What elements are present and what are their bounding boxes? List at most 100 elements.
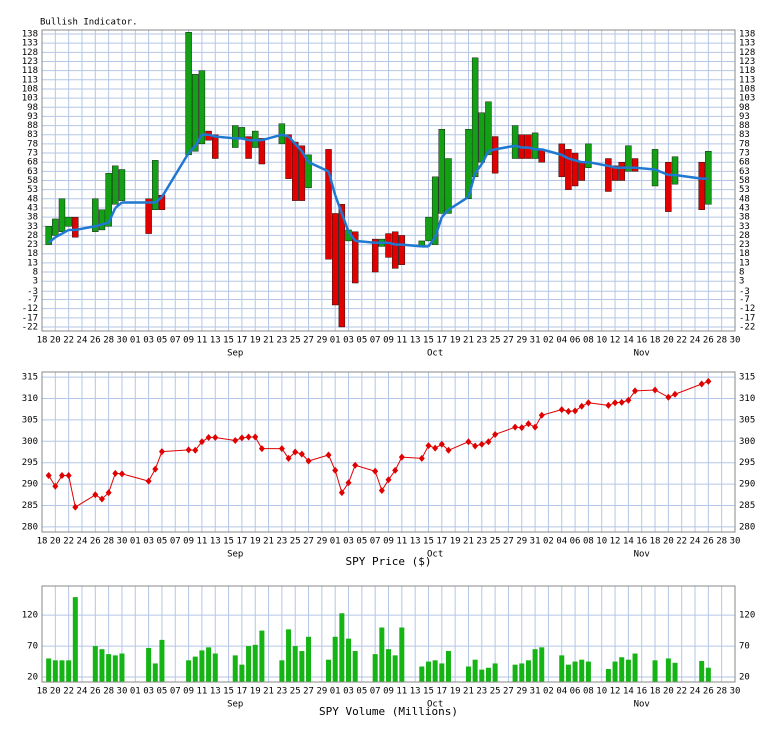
x-tick-label: 09	[183, 687, 194, 697]
plot-border	[41, 29, 736, 332]
candle-body	[531, 132, 539, 159]
candle-body	[65, 216, 72, 227]
y-tick-label-right: 3	[739, 277, 744, 287]
y-tick-label-right: -3	[739, 287, 750, 297]
y-tick-label: 108	[22, 84, 38, 94]
bar	[52, 660, 58, 682]
line-segment	[114, 201, 123, 209]
y-tick-label: 290	[22, 480, 38, 490]
line-segment	[394, 456, 403, 471]
x-tick-label: 03	[343, 537, 354, 547]
x-tick-label: 15	[223, 537, 234, 547]
candle-body	[431, 176, 439, 245]
y-tick-label: 33	[27, 222, 38, 232]
x-tick-label: 09	[183, 336, 194, 346]
y-tick-label: 83	[27, 130, 38, 140]
bar	[119, 653, 125, 682]
x-tick-label: 17	[436, 537, 447, 547]
x-tick-label: 01	[130, 687, 141, 697]
line-segment	[433, 216, 443, 238]
line-segment	[101, 221, 109, 226]
line-segment	[300, 150, 310, 163]
y-tick-label-right: -22	[739, 322, 755, 332]
x-tick-label: 25	[290, 336, 301, 346]
point	[345, 479, 352, 487]
x-tick-label: 23	[276, 537, 287, 547]
x-tick-label: 07	[170, 537, 181, 547]
x-tick-label: 07	[170, 336, 181, 346]
y-tick-label: 93	[27, 112, 38, 122]
x-tick-label: 12	[610, 537, 621, 547]
y-tick-label-right: 63	[739, 167, 750, 177]
x-tick-label: 14	[623, 336, 634, 346]
month-label: Sep	[227, 700, 243, 710]
y-tick-label: -7	[27, 295, 38, 305]
y-tick-label: 138	[22, 30, 38, 40]
x-tick-label: 01	[330, 537, 341, 547]
x-tick-label: 27	[303, 537, 314, 547]
bar	[465, 666, 471, 682]
y-tick-label: 28	[27, 231, 38, 241]
x-tick-label: 19	[450, 687, 461, 697]
x-tick-label: 22	[676, 537, 687, 547]
x-axis-label: SPY Volume (Millions)	[319, 705, 458, 718]
candle-body	[385, 233, 392, 258]
month-label: Nov	[634, 700, 650, 710]
point	[325, 451, 332, 459]
point	[392, 466, 399, 474]
candle-body	[325, 149, 332, 260]
x-tick-label: 28	[716, 687, 727, 697]
bar	[232, 655, 238, 682]
line-segment	[474, 163, 483, 174]
point	[212, 433, 219, 441]
y-tick-label-right: 103	[739, 94, 755, 104]
x-tick-label: 22	[676, 336, 687, 346]
x-tick-label: 09	[183, 537, 194, 547]
x-tick-label: 11	[197, 687, 208, 697]
x-tick-label: 18	[37, 537, 48, 547]
point	[618, 398, 625, 406]
candle-body	[611, 165, 619, 181]
y-tick-label-right: 88	[739, 121, 750, 131]
candle-body	[671, 156, 679, 185]
candle-body	[491, 136, 499, 174]
x-tick-label: 13	[410, 687, 421, 697]
y-tick-label-right: 300	[739, 437, 755, 447]
y-tick-label-right: 53	[739, 185, 750, 195]
x-tick-label: 26	[90, 537, 101, 547]
point	[198, 438, 205, 446]
x-tick-label: 06	[570, 687, 581, 697]
point	[612, 399, 619, 407]
y-tick-label: 295	[22, 458, 38, 468]
point	[285, 454, 292, 462]
candle-body	[331, 213, 339, 306]
point	[605, 401, 612, 409]
x-tick-label: 01	[130, 537, 141, 547]
month-label: Sep	[227, 550, 243, 560]
x-tick-label: 29	[516, 537, 527, 547]
month-label: Nov	[634, 550, 650, 560]
line-segment	[401, 243, 422, 248]
x-tick-label: 01	[130, 336, 141, 346]
line-segment	[388, 241, 396, 246]
x-tick-label: 07	[370, 336, 381, 346]
line-segment	[514, 144, 523, 149]
x-tick-label: 20	[50, 537, 61, 547]
x-tick-label: 27	[503, 537, 514, 547]
x-tick-label: 12	[610, 336, 621, 346]
line-segment	[654, 168, 669, 177]
point	[378, 487, 385, 495]
x-tick-label: 20	[50, 336, 61, 346]
x-tick-label: 18	[650, 336, 661, 346]
x-tick-label: 15	[223, 687, 234, 697]
bar	[306, 636, 312, 682]
x-tick-label: 05	[356, 336, 367, 346]
x-tick-label: 14	[623, 537, 634, 547]
y-tick-label: 3	[33, 277, 38, 287]
line-segment	[427, 236, 437, 248]
point	[45, 472, 52, 480]
bar	[392, 655, 398, 682]
point	[118, 470, 125, 478]
x-tick-label: 17	[436, 687, 447, 697]
